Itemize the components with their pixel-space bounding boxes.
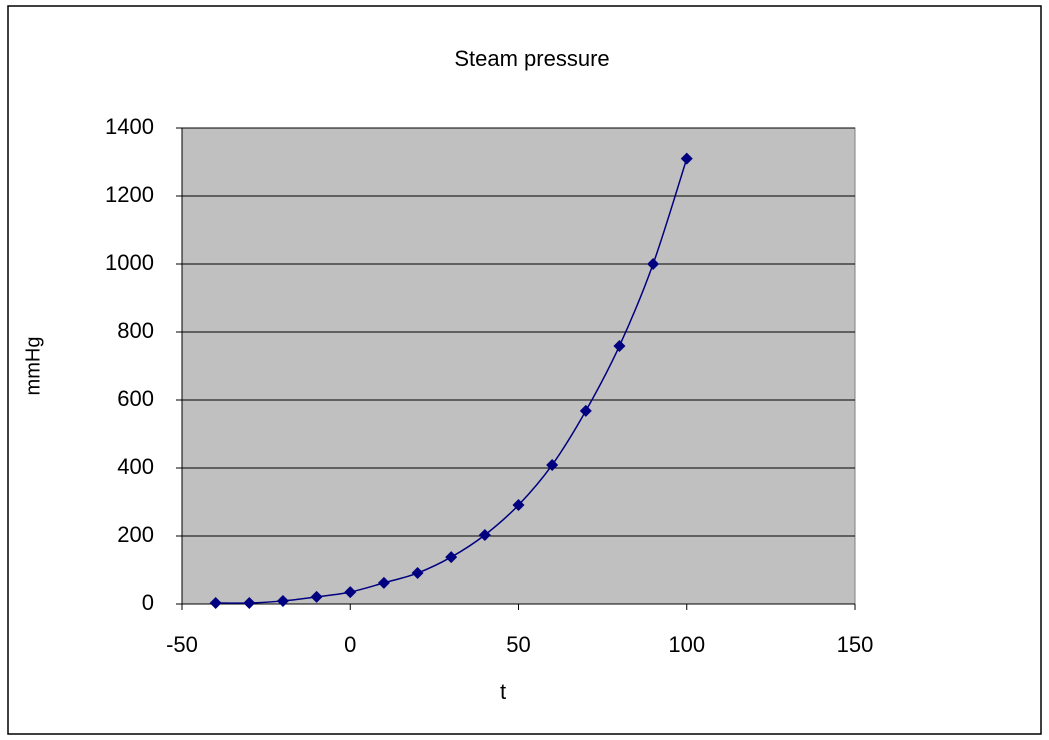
x-tick-label: 0	[344, 632, 356, 657]
marker	[579, 404, 592, 417]
x-tick-label: 50	[506, 632, 530, 657]
marker	[377, 576, 390, 589]
marker	[209, 596, 222, 609]
marker	[546, 458, 559, 471]
y-tick-label: 800	[117, 318, 154, 343]
marker	[445, 551, 458, 564]
x-axis-label: t	[500, 679, 506, 704]
marker	[411, 567, 424, 580]
y-tick-label: 400	[117, 454, 154, 479]
y-tick-label: 0	[142, 590, 154, 615]
x-tick-label: -50	[166, 632, 198, 657]
marker	[647, 258, 660, 270]
marker	[478, 528, 491, 541]
marker	[344, 586, 357, 599]
marker	[680, 152, 693, 165]
y-axis-label: mmHg	[22, 337, 44, 396]
y-tick-label: 200	[117, 522, 154, 547]
marker	[276, 594, 289, 607]
y-tick-label: 1200	[105, 182, 154, 207]
y-tick-label: 600	[117, 386, 154, 411]
marker	[243, 596, 256, 609]
chart-title: Steam pressure	[454, 46, 609, 71]
x-tick-label: 150	[837, 632, 874, 657]
y-tick-label: 1400	[105, 114, 154, 139]
marker	[512, 499, 525, 512]
plot-area	[181, 127, 856, 605]
marker	[310, 590, 323, 603]
marker	[613, 339, 626, 352]
y-tick-label: 1000	[105, 250, 154, 275]
x-tick-label: 100	[668, 632, 705, 657]
